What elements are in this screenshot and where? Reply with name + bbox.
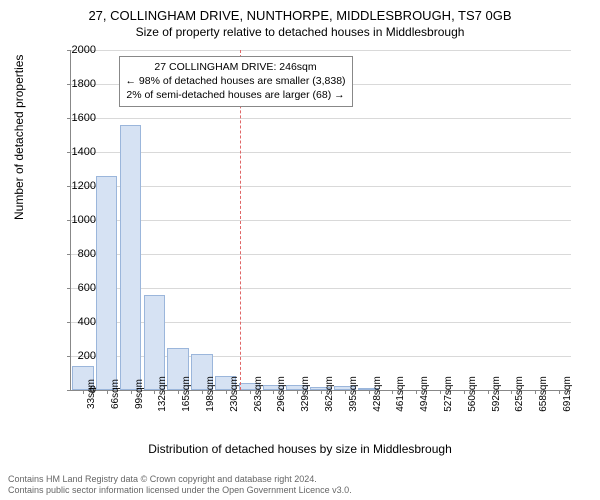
- xtick-label: 362sqm: [324, 376, 335, 412]
- xtick-mark: [511, 390, 512, 394]
- xtick-mark: [488, 390, 489, 394]
- chart-title: 27, COLLINGHAM DRIVE, NUNTHORPE, MIDDLES…: [0, 0, 600, 23]
- xtick-mark: [416, 390, 417, 394]
- xtick-mark: [250, 390, 251, 394]
- bar: [96, 176, 117, 390]
- xtick-mark: [154, 390, 155, 394]
- ytick-label: 1200: [62, 180, 96, 192]
- xtick-mark: [273, 390, 274, 394]
- ytick-label: 1600: [62, 112, 96, 124]
- xtick-label: 625sqm: [514, 376, 525, 412]
- xtick-label: 494sqm: [419, 376, 430, 412]
- annotation-line2: ← 98% of detached houses are smaller (3,…: [126, 74, 346, 88]
- footer-line1: Contains HM Land Registry data © Crown c…: [8, 474, 352, 485]
- xtick-label: 99sqm: [134, 379, 145, 409]
- xtick-mark: [131, 390, 132, 394]
- xtick-mark: [178, 390, 179, 394]
- ytick-label: 0: [62, 384, 96, 396]
- xtick-label: 691sqm: [562, 376, 573, 412]
- xtick-mark: [464, 390, 465, 394]
- annotation-line3: 2% of semi-detached houses are larger (6…: [126, 88, 346, 102]
- xtick-label: 296sqm: [276, 376, 287, 412]
- ytick-label: 200: [62, 350, 96, 362]
- chart-container: 27, COLLINGHAM DRIVE, NUNTHORPE, MIDDLES…: [0, 0, 600, 500]
- xtick-mark: [321, 390, 322, 394]
- xtick-mark: [535, 390, 536, 394]
- xtick-label: 658sqm: [538, 376, 549, 412]
- xtick-mark: [107, 390, 108, 394]
- footer-line2: Contains public sector information licen…: [8, 485, 352, 496]
- xtick-mark: [559, 390, 560, 394]
- xtick-label: 395sqm: [348, 376, 359, 412]
- xtick-label: 560sqm: [467, 376, 478, 412]
- xtick-mark: [202, 390, 203, 394]
- annotation-line1: 27 COLLINGHAM DRIVE: 246sqm: [126, 60, 346, 74]
- xtick-label: 66sqm: [110, 379, 121, 409]
- ytick-label: 800: [62, 248, 96, 260]
- ytick-label: 1800: [62, 78, 96, 90]
- xtick-mark: [440, 390, 441, 394]
- xtick-label: 165sqm: [181, 376, 192, 412]
- xtick-mark: [345, 390, 346, 394]
- y-axis-label: Number of detached properties: [12, 55, 26, 220]
- ytick-label: 2000: [62, 44, 96, 56]
- ytick-label: 400: [62, 316, 96, 328]
- xtick-label: 230sqm: [229, 376, 240, 412]
- plot-area: 27 COLLINGHAM DRIVE: 246sqm ← 98% of det…: [70, 50, 571, 391]
- xtick-mark: [226, 390, 227, 394]
- footer: Contains HM Land Registry data © Crown c…: [8, 474, 352, 496]
- xtick-mark: [392, 390, 393, 394]
- xtick-mark: [297, 390, 298, 394]
- xtick-label: 132sqm: [157, 376, 168, 412]
- bar: [120, 125, 141, 390]
- chart-subtitle: Size of property relative to detached ho…: [0, 23, 600, 39]
- ytick-label: 1000: [62, 214, 96, 226]
- xtick-label: 263sqm: [253, 376, 264, 412]
- xtick-mark: [369, 390, 370, 394]
- ytick-label: 600: [62, 282, 96, 294]
- xtick-label: 428sqm: [372, 376, 383, 412]
- annotation-box: 27 COLLINGHAM DRIVE: 246sqm ← 98% of det…: [119, 56, 353, 107]
- ytick-label: 1400: [62, 146, 96, 158]
- xtick-label: 329sqm: [300, 376, 311, 412]
- xtick-label: 527sqm: [443, 376, 454, 412]
- xtick-label: 198sqm: [205, 376, 216, 412]
- x-axis-label: Distribution of detached houses by size …: [0, 442, 600, 456]
- xtick-label: 461sqm: [395, 376, 406, 412]
- xtick-label: 592sqm: [491, 376, 502, 412]
